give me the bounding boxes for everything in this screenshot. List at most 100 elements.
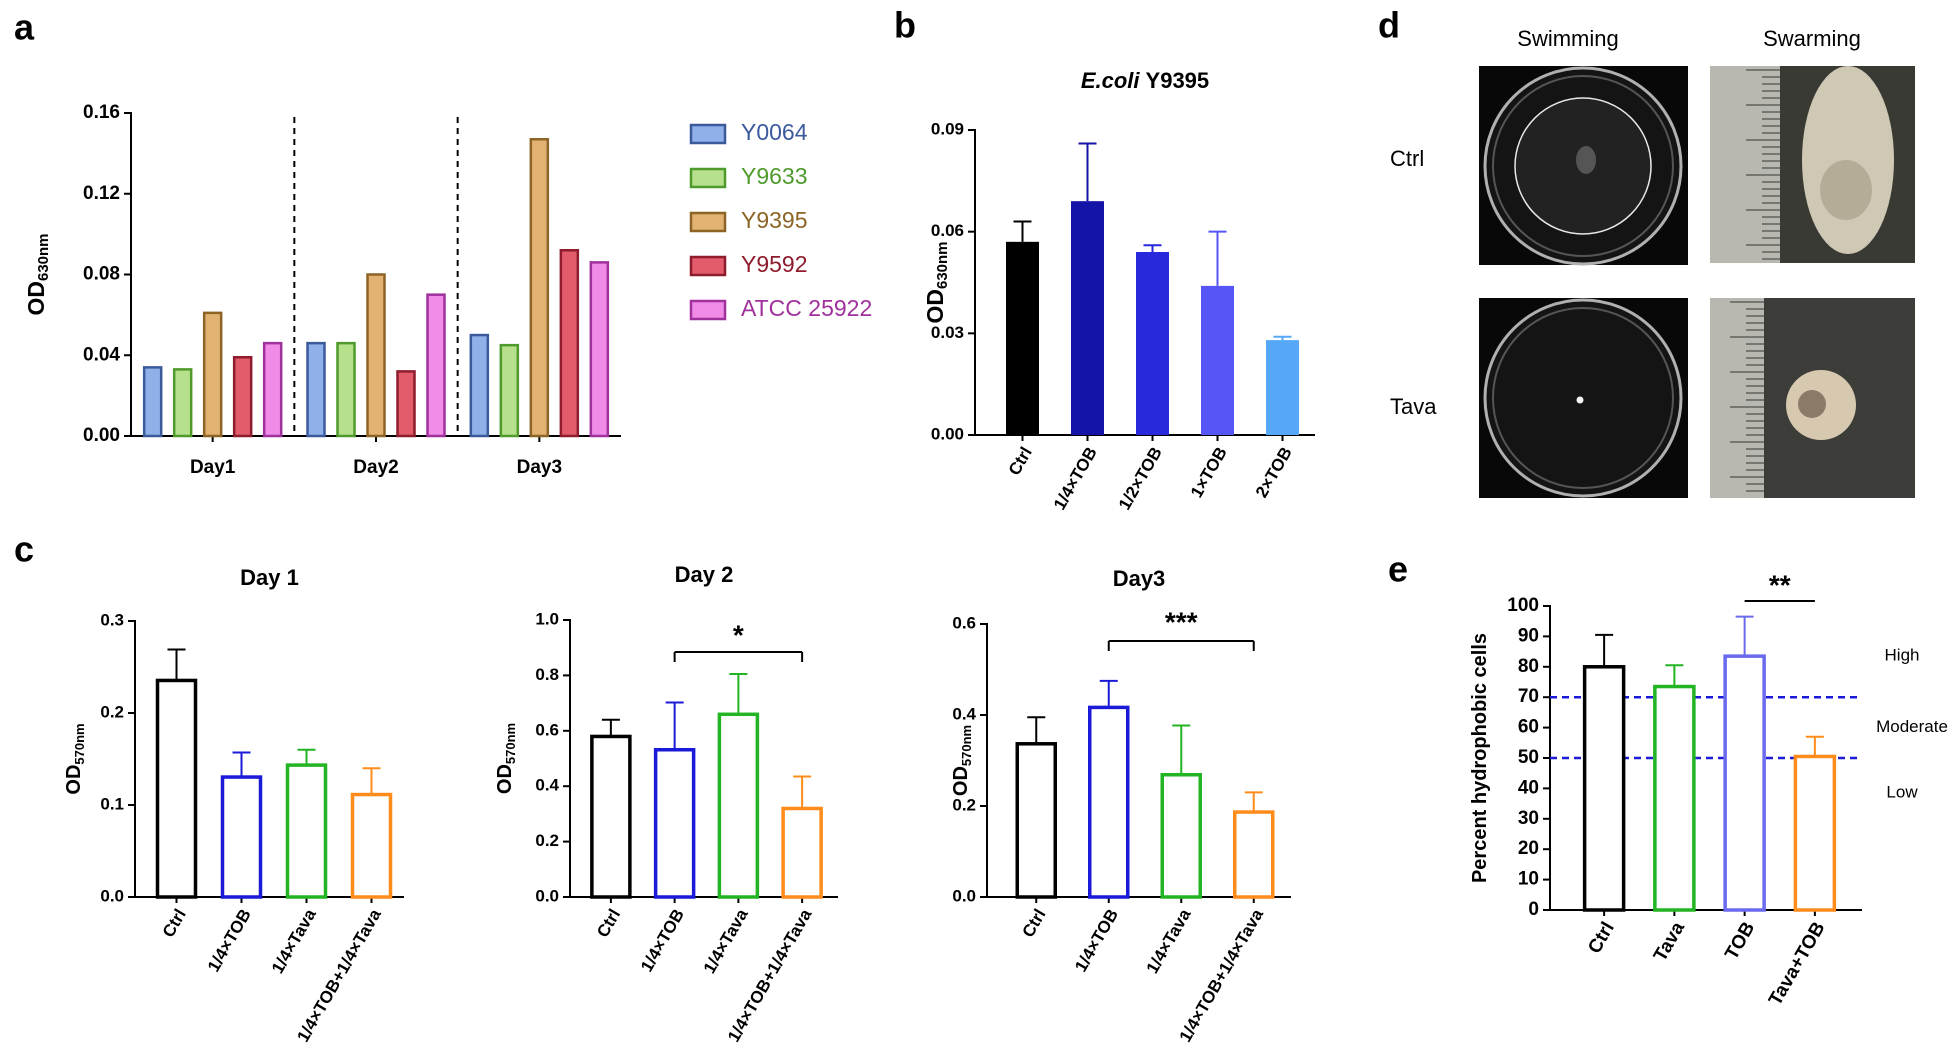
bar [220, 775, 263, 899]
y-tick-label: 0.3 [100, 610, 124, 629]
y-tick-label: 60 [1518, 717, 1539, 738]
bar [529, 137, 550, 438]
y-tick-label: 0.0 [100, 886, 124, 905]
y-tick-label: 70 [1518, 686, 1539, 707]
y-tick-label: 0.8 [535, 665, 559, 684]
legend-label: Y9395 [741, 207, 808, 233]
y-tick-label: 0.1 [100, 794, 124, 813]
legend-swatch [689, 211, 727, 233]
ruler [1710, 298, 1764, 498]
title-text: Day 2 [675, 562, 734, 587]
title-text: Day3 [1113, 566, 1166, 591]
dish-rim [1492, 307, 1674, 489]
y-axis-label-sub: 630nm [934, 241, 951, 289]
bar [1015, 742, 1057, 899]
legend-label: ATCC 25922 [741, 295, 872, 321]
swarm-center [1798, 390, 1826, 418]
y-tick-label: 100 [1507, 595, 1539, 616]
y-axis-label: OD630nm [23, 233, 52, 315]
swim-tava-image [1479, 298, 1688, 498]
row-label: Ctrl [1390, 146, 1424, 171]
x-tick-label: Tava+TOB [1765, 919, 1830, 1010]
y-axis-label-main: OD [494, 764, 516, 794]
bar [499, 343, 520, 438]
title-text: Day 1 [240, 565, 299, 590]
significance: * [733, 619, 744, 650]
panel-label: c [14, 529, 34, 570]
ruler [1710, 66, 1780, 263]
x-tick-label: 1/4×TOB+1/4×Tava [1176, 905, 1268, 1045]
x-tick-label: 1×TOB [1187, 444, 1231, 501]
y-tick-label: 0.0 [535, 886, 559, 905]
bar [426, 293, 446, 438]
y-axis-label: OD570nm [950, 725, 974, 796]
y-tick-label: 0.2 [952, 795, 976, 814]
bar [306, 341, 326, 438]
swarm-colony [1802, 66, 1894, 254]
swarm-ctrl-image [1710, 66, 1915, 263]
y-tick-label: 0.00 [83, 425, 120, 446]
panel-label: a [14, 7, 35, 48]
bar [717, 712, 760, 899]
panel-label: d [1378, 5, 1400, 46]
y-tick-label: 0.16 [83, 102, 120, 123]
bar [232, 356, 253, 438]
y-axis-label: OD570nm [494, 723, 518, 794]
inoculum [1576, 146, 1596, 174]
x-tick-label: 1/4×TOB [204, 906, 255, 975]
x-tick-label: 1/4×TOB [1071, 906, 1122, 975]
bar [1233, 810, 1275, 899]
swim-ctrl-image [1479, 66, 1688, 266]
x-tick-label: 1/4×Tava [1143, 905, 1195, 977]
bar [1088, 705, 1130, 899]
bar [1266, 340, 1299, 435]
x-tick-label: TOB [1721, 919, 1759, 964]
bar [781, 806, 823, 899]
panel-label: b [894, 5, 916, 46]
bar [653, 748, 696, 899]
chart-title: Day 1 [240, 565, 299, 590]
title-text: Y9395 [1146, 68, 1210, 93]
legend-swatch [689, 299, 727, 321]
chart-title: E.coli Y9395 [1081, 68, 1209, 93]
x-tick-label: 1/4×Tava [700, 905, 752, 977]
significance: *** [1165, 606, 1198, 637]
bar [1160, 772, 1202, 899]
bar [172, 368, 193, 438]
significance: ** [1769, 569, 1791, 600]
x-tick-label: 2×TOB [1252, 444, 1296, 501]
bar [336, 341, 356, 438]
y-tick-label: 0 [1528, 899, 1539, 920]
column-label: Swarming [1763, 26, 1861, 51]
panel-label: e [1388, 549, 1408, 590]
y-tick-label: 40 [1518, 777, 1539, 798]
bar [366, 273, 386, 438]
y-axis-label-sub: 570nm [503, 723, 518, 764]
x-tick-label: 1/4×Tava [268, 905, 320, 977]
dish [1483, 298, 1683, 498]
column-label: Swimming [1517, 26, 1618, 51]
x-tick-label: Tava [1650, 918, 1689, 965]
bar [202, 311, 223, 438]
bar [262, 341, 283, 438]
dish-rim [1492, 75, 1674, 257]
bar [1723, 654, 1766, 912]
legend-label: Y9592 [741, 251, 808, 277]
x-tick-label: Ctrl [1019, 906, 1050, 941]
row-label: Tava [1390, 394, 1437, 419]
x-tick-label: Ctrl [1584, 919, 1619, 958]
bar [155, 678, 198, 899]
swarm-center [1820, 160, 1872, 220]
bar [590, 734, 632, 899]
y-tick-label: 90 [1518, 625, 1539, 646]
y-tick-label: 0.4 [952, 704, 976, 723]
x-tick-label: Ctrl [593, 906, 624, 941]
x-tick-label: 1/4×TOB [637, 906, 688, 975]
y-tick-label: 0.6 [952, 613, 976, 632]
y-tick-label: 1.0 [535, 609, 559, 628]
x-tick-label: Ctrl [1005, 444, 1036, 479]
bar [1201, 285, 1234, 435]
x-tick-label: 1/2×TOB [1115, 444, 1166, 513]
legend-label: Y0064 [741, 119, 808, 145]
